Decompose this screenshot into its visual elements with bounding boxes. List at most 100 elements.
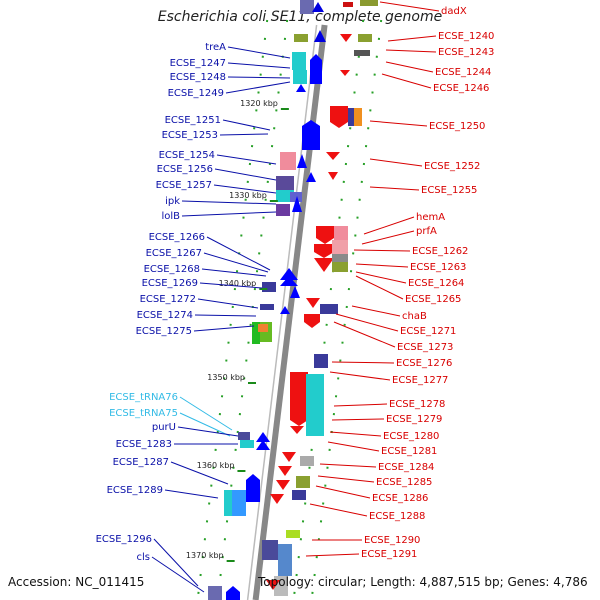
gene-label: ECSE_1283 [116,439,172,450]
reverse-arrow [314,258,334,272]
gene-block [332,240,348,254]
tick-label: 1330 kbp [229,191,267,200]
gene-block [294,34,308,42]
gene-label: ECSE_1281 [381,446,437,457]
leader-line [353,249,411,252]
forward-arrow [314,30,326,42]
gene-label: purU [152,422,176,433]
reverse-gene [314,244,334,258]
gene-block [276,204,290,216]
gene-block [332,262,348,272]
gene-label: hemA [416,212,445,223]
forward-arrow [280,306,290,314]
leader-line [327,441,380,452]
gene-label: ECSE_1266 [149,232,205,243]
gene-label: ECSE_1275 [136,326,192,337]
scale-ticks: 1320 kbp 1330 kbp 1340 kbp 1350 kbp 1360 kbp… [186,99,289,562]
right-gene-labels: dadX ECSE_1240 ECSE_1243 ECSE_1244 ECSE_1246… [305,1,494,560]
gene-label: ECSE_1254 [159,150,215,161]
tick-label: 1320 kbp [240,99,278,108]
gene-label: ECSE_1255 [421,185,477,196]
tick-label: 1360 kbp [197,461,235,470]
leader-line [225,81,291,94]
leader-line [331,418,385,421]
gene-label: ECSE_1280 [383,431,439,442]
gene-block [290,192,302,202]
reverse-arrow [270,494,284,504]
reverse-gene [316,226,334,244]
gene-label: ECSE_1279 [386,414,442,425]
leader-line [369,158,423,167]
gene-label: cls [137,552,151,563]
reverse-arrow [306,298,320,308]
leader-line [387,35,437,42]
forward-arrow [280,276,298,286]
gene-block [300,0,314,14]
leader-line [317,475,375,483]
gene-label: lolB [161,211,180,222]
gene-block [343,2,353,7]
gene-label: dadX [441,6,467,17]
leader-line [179,396,233,431]
dotted-track [196,19,269,600]
gene-label: ECSE_1265 [405,294,461,305]
gene-label: ECSE_1246 [433,83,489,94]
leader-line [194,314,257,317]
leader-line [201,268,267,277]
gene-label: ECSE_1252 [424,161,480,172]
gene-label: ECSE_1256 [157,164,213,175]
gene-label: ECSE_1264 [408,278,464,289]
dotted-track [310,19,383,600]
gene-block [354,50,370,56]
gene-block [262,540,278,560]
gene-block [240,440,254,448]
leader-line [206,236,271,271]
leader-line [181,200,277,205]
gene-label: ECSE_tRNA75 [109,408,178,419]
reverse-gene [330,106,348,128]
gene-label: ECSE_1269 [142,278,198,289]
gene-label: ECSE_1247 [170,58,226,69]
gene-label: ECSE_1267 [146,248,202,259]
gene-block [260,304,274,310]
gene-block [306,374,324,436]
gene-block [296,476,310,488]
leader-line [335,313,399,332]
leader-line [361,230,415,245]
gene-label: chaB [402,311,427,322]
reverse-arrow [266,580,280,590]
leader-line [170,461,229,485]
reverse-arrow [276,480,290,490]
gene-block [354,108,362,126]
gene-label: ECSE_1290 [364,535,420,546]
reverse-arrow [340,34,352,42]
tick-label: 1350 kbp [207,373,245,382]
leader-line [329,431,382,437]
leader-line [227,76,291,79]
leader-line [315,485,371,499]
gene-block [276,176,294,190]
leader-line [329,371,391,381]
gene-label: ECSE_1244 [435,67,491,78]
gene-label: ECSE_1248 [170,72,226,83]
leader-line [363,216,415,235]
gene-block [292,490,306,500]
leader-line [179,412,231,437]
leader-line [385,49,437,53]
gene-label: ECSE_1286 [372,493,428,504]
leader-line [177,426,239,437]
leader-line [319,463,377,468]
forward-gene [310,54,322,84]
leader-line [355,263,409,268]
gene-label: ECSE_1240 [438,31,494,42]
gene-label: ECSE_1250 [429,121,485,132]
gene-block [358,34,372,42]
gene-label: ECSE_1284 [378,462,434,473]
gene-label: ECSE_1276 [396,358,452,369]
leader-line [153,538,199,587]
gene-block [300,456,314,466]
reverse-arrow [282,452,296,462]
gene-label: ECSE_1273 [397,342,453,353]
leader-line [333,403,388,407]
